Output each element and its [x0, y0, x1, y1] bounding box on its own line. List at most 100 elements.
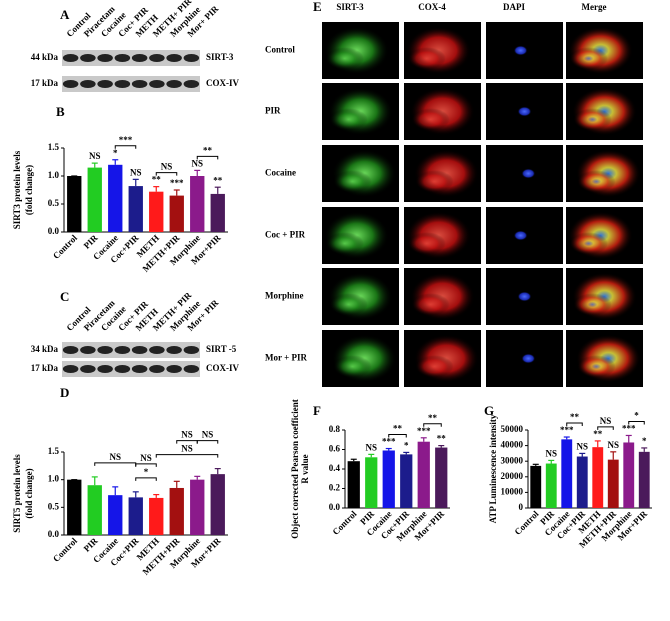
y-axis-label: R value: [300, 454, 310, 483]
bar: [87, 167, 102, 232]
bracket-label: *: [634, 411, 639, 421]
nucleus: [513, 45, 528, 56]
blot-band: [97, 54, 113, 62]
y-tick-label: 0.2: [329, 483, 341, 493]
bracket: [388, 434, 407, 438]
cell-signal: [577, 170, 616, 193]
significance: **: [593, 429, 603, 439]
bar: [169, 487, 184, 535]
y-tick-label: 1.0: [48, 170, 60, 180]
bar: [149, 191, 164, 232]
row-label: Cocaine: [265, 168, 296, 178]
panel-letter: G: [484, 403, 494, 418]
panel-letter: C: [60, 289, 69, 304]
significance: *: [404, 440, 409, 450]
y-tick-label: 0.0: [329, 502, 341, 512]
x-tick-label: Control: [51, 535, 80, 564]
cell-signal: [573, 108, 612, 131]
cell-signal: [325, 47, 364, 70]
y-tick-label: 0.4: [329, 463, 341, 473]
significance: NS: [365, 442, 377, 452]
blot-band: [80, 346, 96, 354]
row-label: PIR: [265, 106, 281, 116]
blot-strip: [62, 76, 200, 92]
blot-band: [131, 54, 148, 62]
bracket: [155, 454, 219, 458]
blot-band: [97, 346, 113, 354]
y-tick-label: 0: [519, 502, 524, 512]
significance: **: [213, 175, 223, 185]
blot-band: [166, 80, 182, 88]
bar: [607, 459, 619, 508]
bracket: [597, 426, 614, 430]
bar: [530, 465, 542, 508]
bar: [576, 456, 588, 508]
y-tick-label: 10000: [501, 486, 524, 496]
bar: [67, 176, 82, 232]
bar: [561, 439, 573, 508]
blot-band: [80, 365, 96, 373]
bar: [108, 164, 123, 232]
blot-band: [114, 365, 131, 373]
bar: [149, 497, 164, 535]
significance: NS: [607, 440, 619, 450]
bracket-label: **: [203, 145, 213, 155]
cell-signal: [569, 47, 608, 70]
bar: [347, 461, 360, 508]
y-axis-label: ATP Luminescence intensity: [488, 414, 498, 523]
bracket-label: NS: [109, 452, 121, 462]
significance: ***: [622, 424, 636, 434]
blot-band: [149, 365, 165, 373]
blot-band: [62, 346, 79, 354]
cell-signal: [325, 232, 364, 255]
bar: [87, 485, 102, 535]
bracket-label: NS: [600, 416, 612, 426]
y-tick-label: 1.5: [48, 446, 60, 456]
blot-band: [114, 80, 131, 88]
bar: [400, 454, 413, 508]
bracket-label: **: [428, 413, 438, 423]
y-tick-label: 0.5: [48, 501, 60, 511]
significance: *: [113, 148, 118, 158]
significance: NS: [576, 441, 588, 451]
cell-signal: [407, 232, 446, 255]
y-tick-label: 0.8: [329, 424, 341, 434]
bar: [592, 447, 604, 508]
y-tick-label: 50000: [501, 424, 524, 434]
bar: [190, 479, 205, 535]
y-tick-label: 0.0: [48, 529, 60, 539]
y-tick-label: 0.5: [48, 198, 60, 208]
cell-signal: [329, 293, 368, 316]
band-size: 44 kDa: [31, 52, 59, 62]
blot-band: [114, 346, 131, 354]
y-tick-label: 30000: [501, 455, 524, 465]
bar: [623, 442, 635, 508]
row-label: Mor + PIR: [265, 353, 307, 363]
significance: NS: [130, 167, 142, 177]
bar: [67, 479, 82, 535]
cell-signal: [577, 355, 616, 378]
bar: [435, 447, 448, 508]
significance: NS: [89, 151, 101, 161]
nucleus: [521, 353, 536, 364]
significance: ***: [170, 178, 184, 188]
bracket: [196, 440, 219, 444]
column-header: Merge: [582, 2, 607, 12]
band-size: 34 kDa: [31, 344, 59, 354]
y-axis-label: SIRT5 protein levels: [12, 454, 22, 533]
nucleus: [517, 106, 532, 117]
column-header: COX-4: [418, 2, 446, 12]
bracket-label: **: [393, 424, 403, 434]
bracket-label: NS: [140, 453, 152, 463]
significance: **: [152, 175, 162, 185]
protein-label: SIRT -5: [206, 344, 237, 354]
blot-band: [149, 346, 165, 354]
panel-letter: D: [60, 385, 69, 400]
blot-strip: [62, 50, 200, 66]
bar: [190, 176, 205, 232]
y-tick-label: 1.0: [48, 474, 60, 484]
y-tick-label: 0.6: [329, 444, 341, 454]
bracket-label: ***: [119, 135, 133, 145]
x-tick-label: Control: [512, 508, 541, 537]
